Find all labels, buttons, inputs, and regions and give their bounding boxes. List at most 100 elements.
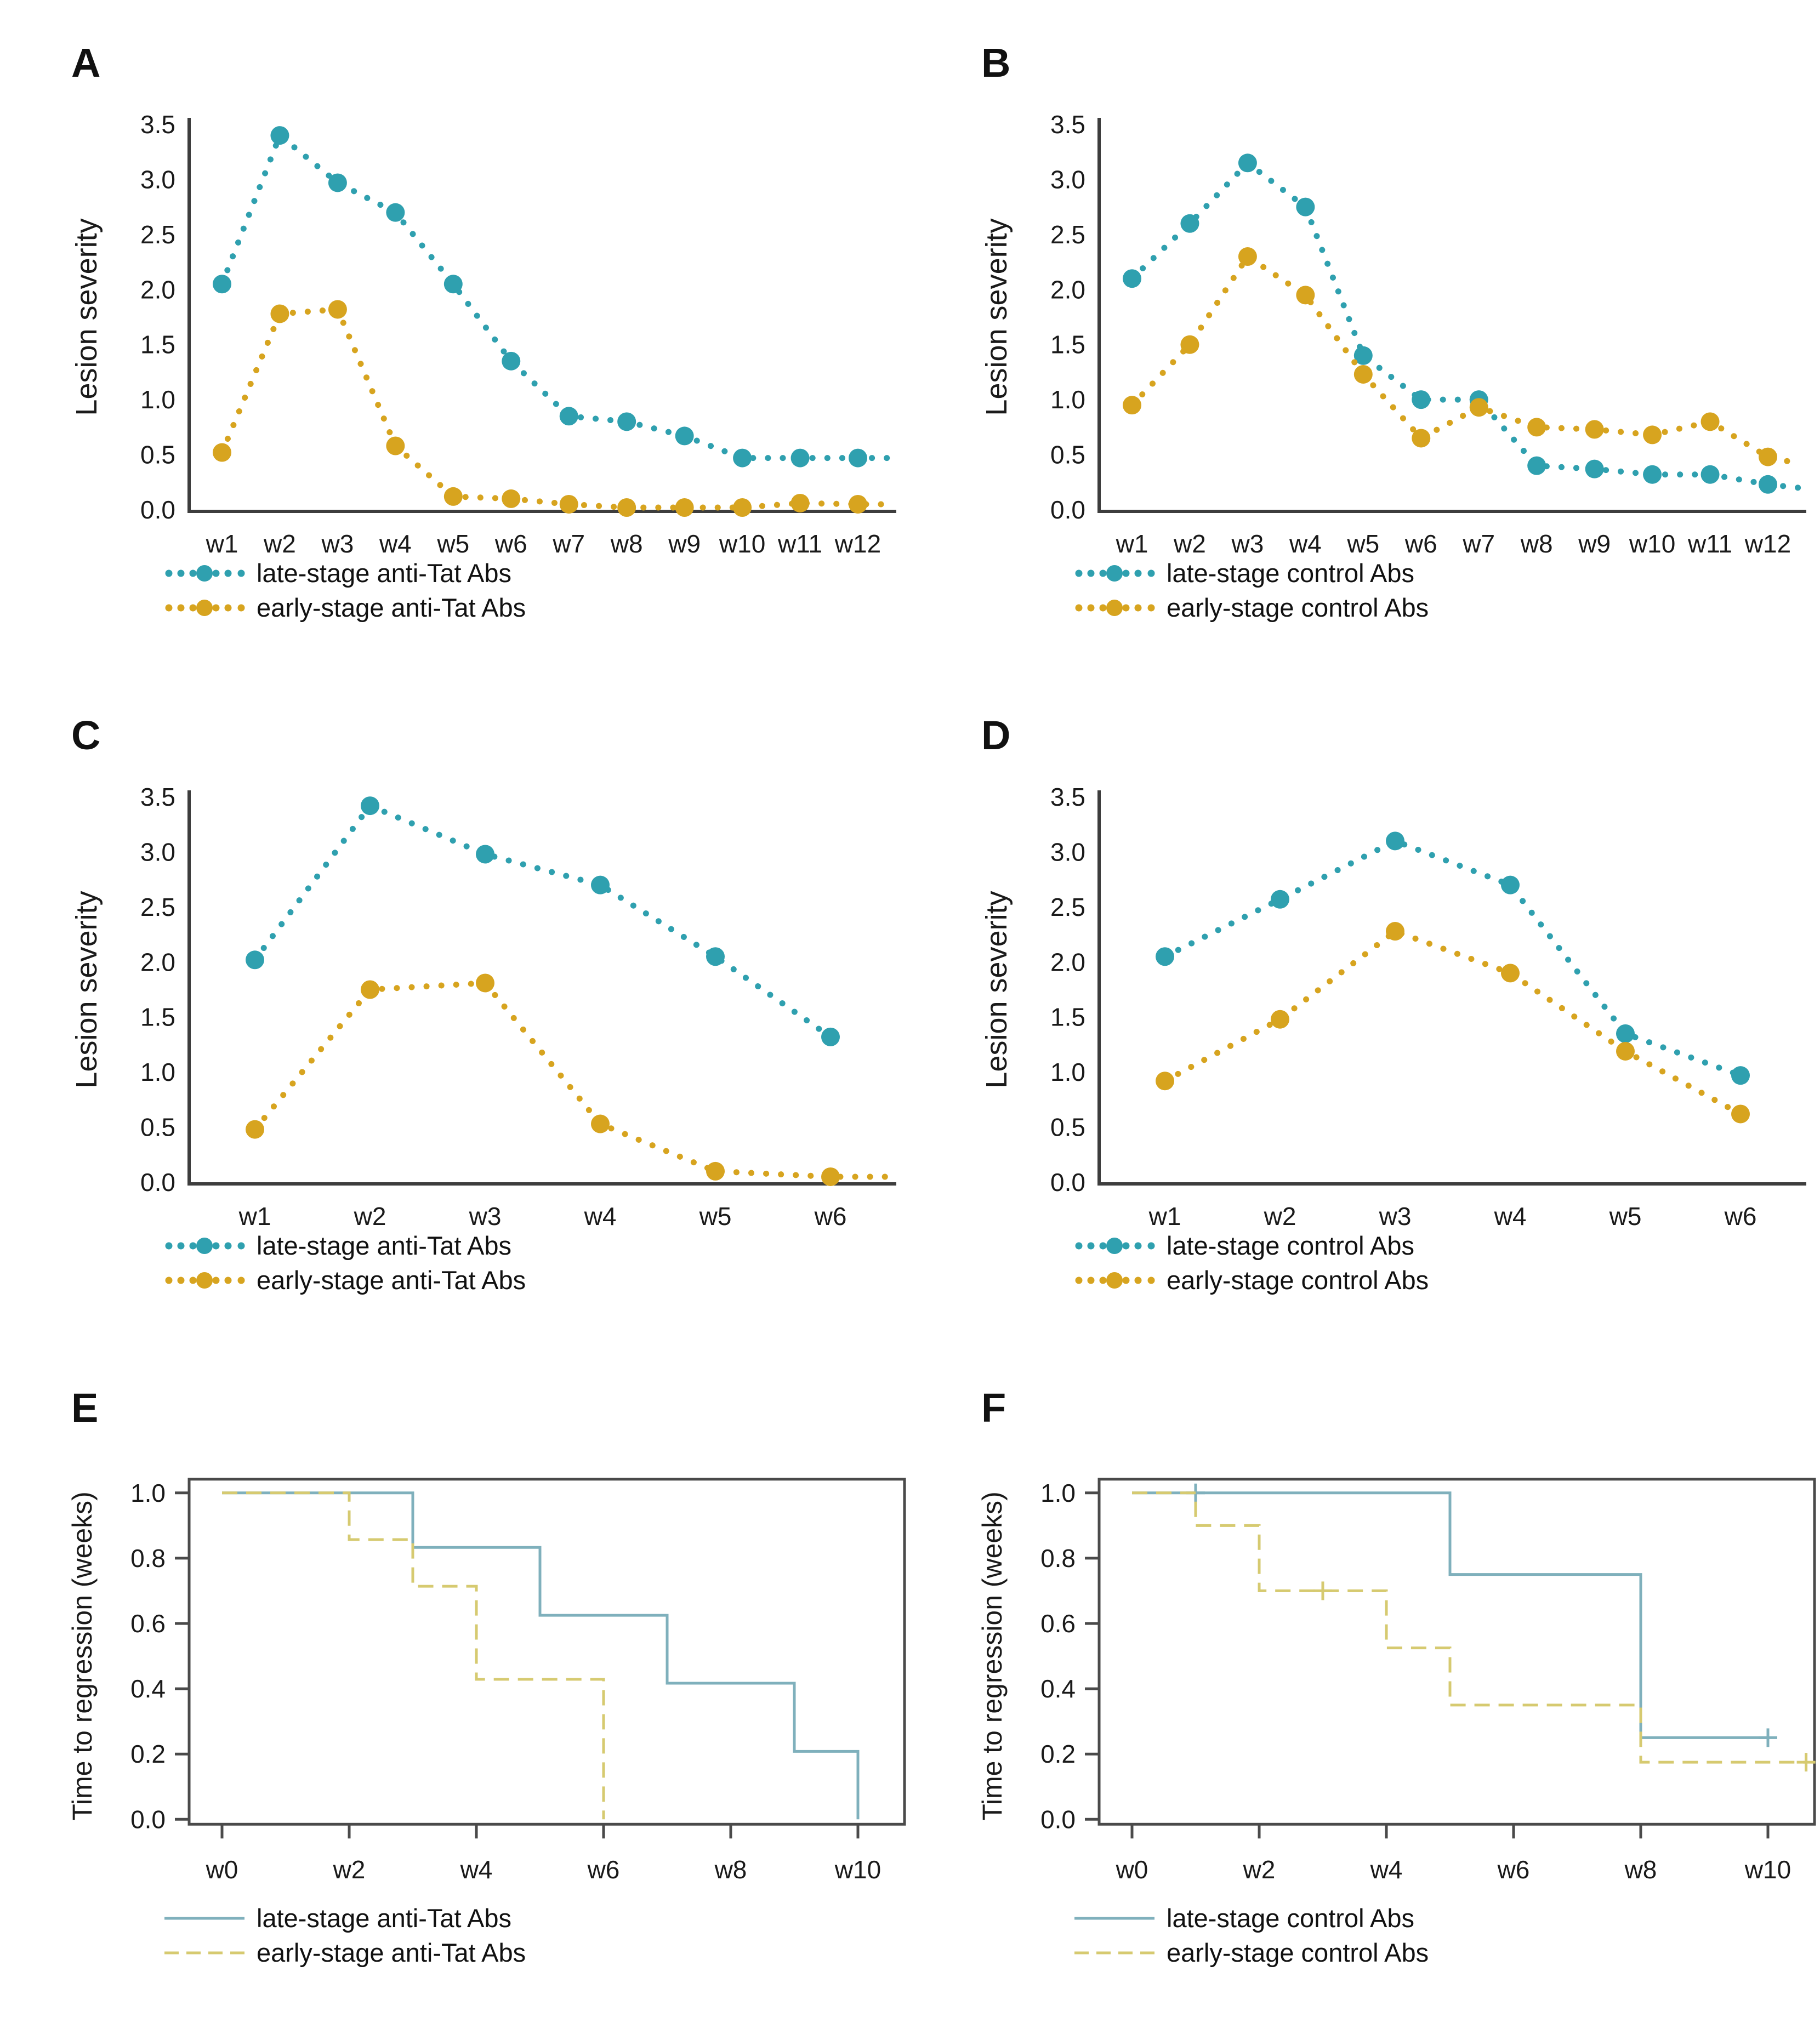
y-tick-label: 0.4 <box>1040 1674 1076 1703</box>
legend-label: late-stage control Abs <box>1167 1904 1414 1933</box>
legend-dot <box>1099 604 1107 611</box>
x-tick-label: w12 <box>1744 529 1791 558</box>
y-axis-label: Lesion severity <box>70 218 103 415</box>
data-point-marker <box>502 489 521 508</box>
legend-dot <box>1122 604 1130 611</box>
legend-swatch-gold-icon <box>165 1272 245 1289</box>
panel-e-legend: late-stage anti-Tat Abs early-stage anti-… <box>163 1905 526 1965</box>
y-tick-label: 0.5 <box>1050 1113 1085 1142</box>
x-tick-label: w8 <box>1520 529 1553 558</box>
data-point-marker <box>1585 420 1604 439</box>
plot-frame <box>187 1478 906 1826</box>
legend-dot <box>1099 1242 1107 1249</box>
data-point-marker <box>706 947 725 966</box>
y-tick-label: 3.5 <box>140 783 175 811</box>
series-dotted-line <box>1162 927 1744 1117</box>
data-point-marker <box>246 1120 264 1139</box>
legend-label: late-stage anti-Tat Abs <box>257 559 512 588</box>
y-tick-label: 2.5 <box>1050 220 1085 249</box>
x-tick-label: w7 <box>552 529 585 558</box>
data-point-marker <box>821 1027 840 1046</box>
y-tick-label: 0.8 <box>1040 1544 1076 1572</box>
legend-swatch-gold-icon <box>165 599 245 616</box>
panel-d-letter: D <box>981 713 1011 758</box>
data-point-marker <box>361 980 379 999</box>
legend-dot <box>165 1242 173 1249</box>
panel-d-legend: late-stage control Abs early-stage contro… <box>1073 1233 1429 1293</box>
legend-swatch-teal-icon <box>165 565 245 582</box>
data-point-marker <box>1469 398 1488 417</box>
legend-label: late-stage control Abs <box>1167 1231 1414 1260</box>
legend-dot <box>1134 604 1142 611</box>
panel-e-letter: E <box>71 1385 99 1431</box>
legend-dot <box>212 1277 220 1284</box>
panel-b-legend: late-stage control Abs early-stage contro… <box>1073 560 1429 620</box>
data-point-marker <box>617 498 636 517</box>
data-point-marker <box>1238 247 1257 266</box>
y-tick-label: 3.0 <box>140 165 175 193</box>
data-point-marker <box>328 300 347 319</box>
legend-label: late-stage anti-Tat Abs <box>257 1231 512 1260</box>
panel-b: B 0.0 0.5 1.0 1.5 2.0 2.5 3.0 3.5 Lesion severit… <box>910 0 1820 673</box>
y-tick-label: 0.0 <box>1050 495 1085 524</box>
panel-f-chart: 0.0 0.2 0.4 0.6 0.8 1.0 w0 w2 w4 w6 w8 w10 Time to r… <box>977 1478 1816 1884</box>
panel-f-legend: late-stage control Abs early-stage contro… <box>1073 1905 1429 1965</box>
y-tick-label: 0.2 <box>1040 1740 1076 1768</box>
x-tick-label: w3 <box>1231 529 1264 558</box>
x-tick-label: w5 <box>1609 1202 1642 1230</box>
series-step-line-dashed <box>1132 1491 1806 1764</box>
legend-dot <box>1122 569 1130 577</box>
legend-dot <box>1075 604 1083 611</box>
legend-dot <box>237 569 245 577</box>
data-point-marker <box>1353 346 1373 365</box>
legend-dot <box>1087 604 1095 611</box>
y-tick-label: 3.0 <box>140 837 175 866</box>
y-tick-label: 0.5 <box>140 441 175 469</box>
legend-dot <box>177 1277 185 1284</box>
legend-marker-dot <box>196 599 213 616</box>
series-dotted-line <box>219 306 891 511</box>
legend-dot <box>1075 1242 1083 1249</box>
panel-b-letter: B <box>981 40 1011 86</box>
legend-dot <box>224 569 232 577</box>
x-tick-label: w4 <box>1370 1855 1403 1884</box>
legend-dot <box>1147 1242 1155 1249</box>
panel-c-letter: C <box>71 713 101 758</box>
legend-item: late-stage control Abs <box>1073 1905 1429 1931</box>
data-point-marker <box>386 203 405 222</box>
y-tick-label: 2.5 <box>140 220 175 249</box>
y-tick-label: 0.0 <box>130 1805 166 1833</box>
legend-dot <box>1075 569 1083 577</box>
legend-dot <box>1099 569 1107 577</box>
series-step-line-solid <box>222 1491 860 1820</box>
legend-dot <box>1147 1277 1155 1284</box>
data-point-marker <box>1180 335 1199 354</box>
data-point-marker <box>386 436 405 455</box>
data-point-marker <box>1731 1104 1750 1124</box>
legend-item: late-stage control Abs <box>1073 560 1429 586</box>
data-point-marker <box>849 448 867 468</box>
data-point-marker <box>849 494 867 514</box>
data-point-marker <box>1296 286 1315 305</box>
data-point-marker <box>675 498 694 517</box>
y-tick-label: 1.0 <box>1050 1058 1085 1086</box>
x-tick-label: w3 <box>469 1202 502 1230</box>
legend-label: early-stage anti-Tat Abs <box>257 1938 526 1967</box>
y-tick-label: 0.0 <box>1050 1168 1085 1196</box>
x-tick-label: w2 <box>263 529 296 558</box>
x-tick-label: w5 <box>699 1202 732 1230</box>
y-tick-label: 1.5 <box>1050 1003 1085 1032</box>
data-point-marker <box>443 487 463 506</box>
x-tick-label: w10 <box>719 529 765 558</box>
x-tick-label: w8 <box>1624 1855 1657 1884</box>
y-tick-label: 1.0 <box>140 385 175 414</box>
x-tick-label: w5 <box>1346 529 1379 558</box>
y-tick-label: 3.0 <box>1050 837 1085 866</box>
data-point-marker <box>1156 1072 1174 1091</box>
legend-dot <box>212 1242 220 1249</box>
legend-dot <box>237 1277 245 1284</box>
y-tick-label: 2.0 <box>140 948 175 976</box>
legend-dot <box>237 1242 245 1249</box>
y-tick-label: 1.5 <box>140 331 175 359</box>
legend-item: early-stage control Abs <box>1073 1267 1429 1293</box>
